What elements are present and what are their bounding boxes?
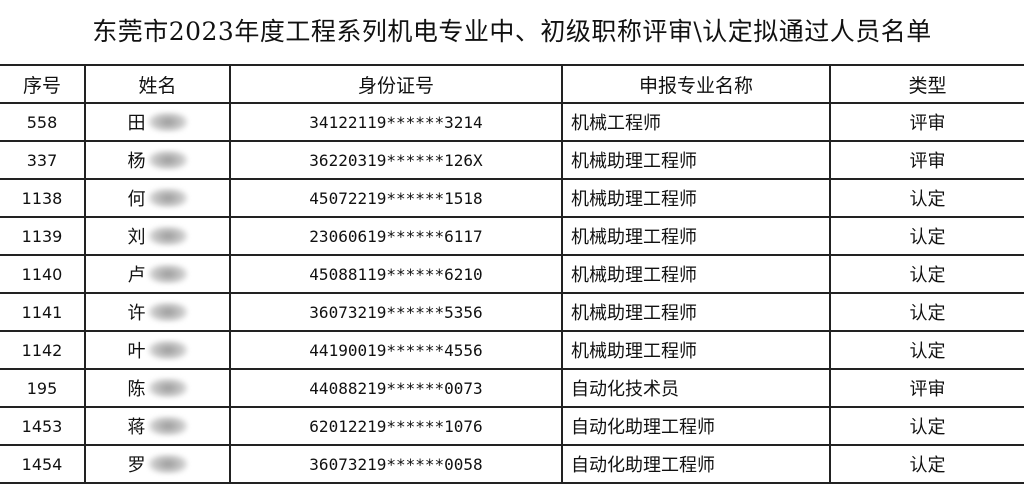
- cell-seq: 1142: [0, 330, 86, 370]
- cell-id-number: 36073219******0058: [229, 444, 563, 484]
- table-row: 1142 叶 44190019******4556 机械助理工程师 认定: [0, 330, 1024, 370]
- cell-name: 蒋: [84, 406, 231, 446]
- header-seq: 序号: [0, 64, 86, 104]
- personnel-table: 序号 姓名 身份证号 申报专业名称 类型 558 田 34122119******3…: [0, 64, 1024, 484]
- cell-id-number: 36220319******126X: [229, 140, 563, 180]
- cell-major: 机械助理工程师: [561, 330, 831, 370]
- cell-id-number: 44088219******0073: [229, 368, 563, 408]
- table-row: 1453 蒋 62012219******1076 自动化助理工程师 认定: [0, 406, 1024, 446]
- blurred-name-redaction: [147, 340, 188, 360]
- cell-name: 刘: [84, 216, 231, 256]
- surname: 刘: [127, 227, 146, 248]
- header-major: 申报专业名称: [561, 64, 831, 104]
- cell-type: 评审: [829, 368, 1024, 408]
- blurred-name-redaction: [147, 226, 188, 246]
- surname: 何: [127, 189, 146, 210]
- cell-id-number: 23060619******6117: [229, 216, 563, 256]
- surname: 杨: [127, 151, 146, 172]
- blurred-name-redaction: [147, 264, 188, 284]
- cell-seq: 558: [0, 102, 86, 142]
- surname: 罗: [127, 455, 146, 476]
- cell-seq: 1139: [0, 216, 86, 256]
- table-row: 1139 刘 23060619******6117 机械助理工程师 认定: [0, 216, 1024, 256]
- cell-id-number: 62012219******1076: [229, 406, 563, 446]
- cell-name: 田: [84, 102, 231, 142]
- blurred-name-redaction: [147, 302, 188, 322]
- cell-name: 何: [84, 178, 231, 218]
- cell-id-number: 44190019******4556: [229, 330, 563, 370]
- cell-name: 罗: [84, 444, 231, 484]
- surname: 叶: [127, 341, 146, 362]
- blurred-name-redaction: [147, 112, 188, 132]
- surname: 蒋: [127, 417, 146, 438]
- header-id: 身份证号: [229, 64, 563, 104]
- cell-seq: 337: [0, 140, 86, 180]
- cell-major: 自动化助理工程师: [561, 444, 831, 484]
- table-row: 1140 卢 45088119******6210 机械助理工程师 认定: [0, 254, 1024, 294]
- table-row: 1138 何 45072219******1518 机械助理工程师 认定: [0, 178, 1024, 218]
- header-type: 类型: [829, 64, 1024, 104]
- cell-type: 评审: [829, 140, 1024, 180]
- cell-type: 认定: [829, 216, 1024, 256]
- cell-type: 认定: [829, 406, 1024, 446]
- table-row: 558 田 34122119******3214 机械工程师 评审: [0, 102, 1024, 142]
- cell-id-number: 34122119******3214: [229, 102, 563, 142]
- cell-id-number: 45088119******6210: [229, 254, 563, 294]
- table-row: 1454 罗 36073219******0058 自动化助理工程师 认定: [0, 444, 1024, 484]
- cell-name: 卢: [84, 254, 231, 294]
- cell-seq: 1140: [0, 254, 86, 294]
- header-name: 姓名: [84, 64, 231, 104]
- blurred-name-redaction: [147, 378, 188, 398]
- cell-name: 许: [84, 292, 231, 332]
- cell-major: 自动化技术员: [561, 368, 831, 408]
- cell-major: 机械助理工程师: [561, 292, 831, 332]
- blurred-name-redaction: [147, 188, 188, 208]
- blurred-name-redaction: [147, 416, 188, 436]
- cell-name: 杨: [84, 140, 231, 180]
- cell-type: 认定: [829, 178, 1024, 218]
- cell-name: 叶: [84, 330, 231, 370]
- cell-major: 自动化助理工程师: [561, 406, 831, 446]
- surname: 陈: [127, 379, 146, 400]
- cell-seq: 195: [0, 368, 86, 408]
- cell-major: 机械助理工程师: [561, 178, 831, 218]
- blurred-name-redaction: [147, 454, 188, 474]
- cell-type: 认定: [829, 292, 1024, 332]
- surname: 田: [127, 113, 146, 134]
- surname: 许: [127, 303, 146, 324]
- cell-major: 机械助理工程师: [561, 216, 831, 256]
- surname: 卢: [127, 265, 146, 286]
- table-row: 195 陈 44088219******0073 自动化技术员 评审: [0, 368, 1024, 408]
- cell-id-number: 36073219******5356: [229, 292, 563, 332]
- cell-major: 机械助理工程师: [561, 254, 831, 294]
- table-row: 1141 许 36073219******5356 机械助理工程师 认定: [0, 292, 1024, 332]
- cell-type: 认定: [829, 254, 1024, 294]
- cell-major: 机械工程师: [561, 102, 831, 142]
- cell-seq: 1138: [0, 178, 86, 218]
- cell-name: 陈: [84, 368, 231, 408]
- cell-type: 认定: [829, 330, 1024, 370]
- cell-type: 评审: [829, 102, 1024, 142]
- table-row: 337 杨 36220319******126X 机械助理工程师 评审: [0, 140, 1024, 180]
- document-title: 东莞市2023年度工程系列机电专业中、初级职称评审\认定拟通过人员名单: [92, 17, 932, 46]
- cell-major: 机械助理工程师: [561, 140, 831, 180]
- cell-seq: 1454: [0, 444, 86, 484]
- cell-id-number: 45072219******1518: [229, 178, 563, 218]
- cell-seq: 1141: [0, 292, 86, 332]
- blurred-name-redaction: [147, 150, 188, 170]
- cell-type: 认定: [829, 444, 1024, 484]
- table-header-row: 序号 姓名 身份证号 申报专业名称 类型: [0, 64, 1024, 104]
- cell-seq: 1453: [0, 406, 86, 446]
